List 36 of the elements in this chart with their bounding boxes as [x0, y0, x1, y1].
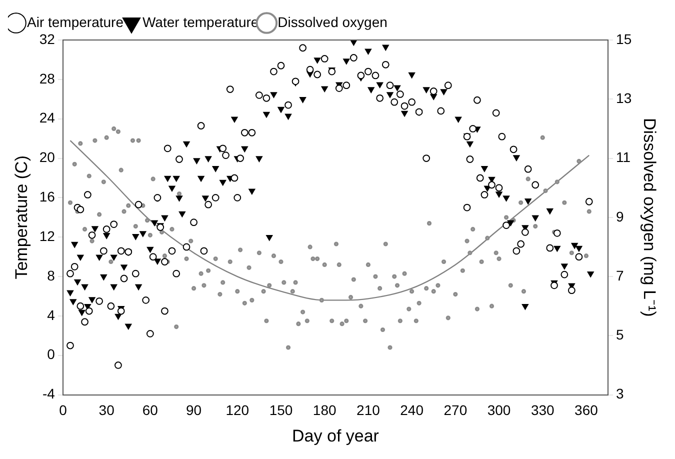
y-tick-label: 4 [47, 306, 56, 323]
y-tick-label: 20 [39, 149, 56, 166]
y-tick-label: -4 [42, 386, 56, 402]
legend-label: Water temperature [142, 14, 259, 30]
y-tick-label: 0 [47, 346, 56, 362]
y-axis-title: Temperature (C) [12, 156, 31, 280]
y2-tick-label: 5 [616, 326, 624, 343]
y2-tick-label: 15 [616, 30, 632, 47]
y2-axis-title: Dissolved oxygen (mg L⁻¹) [640, 118, 660, 317]
y2-tick-label: 7 [616, 267, 624, 284]
y2-tick-label: 11 [616, 149, 631, 166]
y-tick-label: 12 [39, 228, 56, 244]
x-axis-title: Day of year [292, 426, 380, 446]
y-tick-label: 16 [39, 188, 56, 205]
x-tick-label: 240 [400, 402, 424, 418]
y-tick-label: 24 [39, 110, 56, 126]
legend-label: Dissolved oxygen [278, 14, 388, 30]
x-tick-label: 0 [59, 402, 68, 418]
x-tick-label: 360 [574, 402, 598, 418]
y-tick-label: 28 [39, 70, 56, 86]
y-tick-label: 8 [47, 267, 56, 284]
x-tick-label: 120 [226, 402, 250, 418]
x-tick-label: 60 [142, 402, 158, 418]
x-tick-label: 300 [487, 402, 511, 418]
x-tick-label: 210 [356, 402, 380, 418]
x-tick-label: 270 [444, 402, 468, 418]
x-tick-label: 30 [98, 402, 115, 418]
x-tick-label: 180 [312, 402, 336, 418]
y2-tick-label: 13 [616, 90, 632, 106]
x-tick-label: 90 [186, 402, 202, 418]
y2-tick-label: 3 [616, 386, 624, 402]
y2-tick-label: 9 [616, 208, 624, 224]
legend-label: Air temperature [27, 14, 124, 30]
x-tick-label: 150 [269, 402, 293, 418]
x-tick-label: 330 [530, 402, 555, 418]
y-tick-label: 32 [39, 30, 56, 47]
